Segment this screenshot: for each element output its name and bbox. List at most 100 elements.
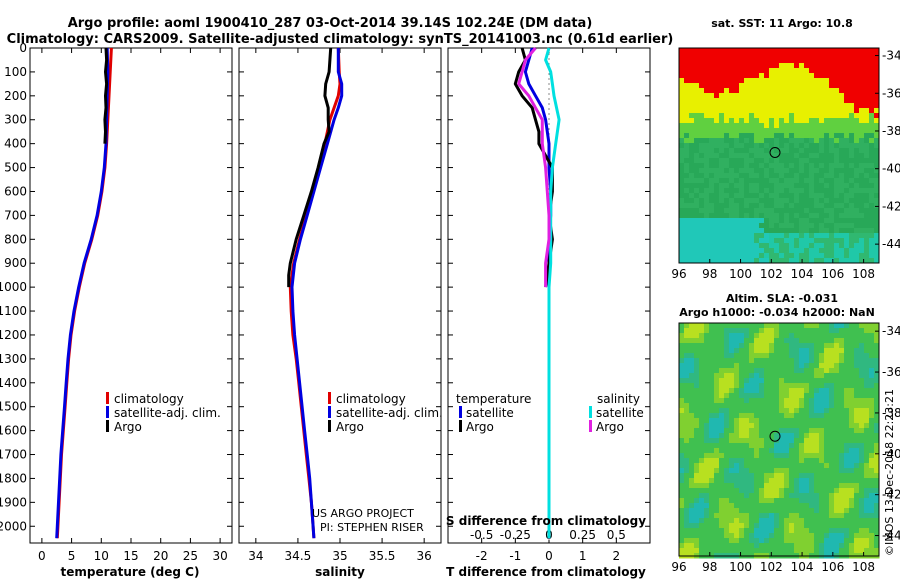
map-cell	[869, 208, 875, 214]
map-cell	[819, 83, 825, 89]
map-cell	[744, 348, 750, 354]
map-cell	[719, 393, 725, 399]
map-cell	[684, 48, 690, 54]
map-cell	[789, 138, 795, 144]
map-cell	[804, 78, 810, 84]
map-cell	[869, 183, 875, 189]
map-cell	[709, 513, 715, 519]
map-cell	[734, 58, 740, 64]
map-y-tick-label: -44	[882, 529, 900, 543]
map-cell	[684, 58, 690, 64]
map-cell	[724, 513, 730, 519]
map-cell	[854, 183, 860, 189]
map-cell	[679, 48, 685, 54]
map-cell	[849, 228, 855, 234]
map-cell	[794, 153, 800, 159]
map-cell	[719, 193, 725, 199]
map-cell	[699, 468, 705, 474]
map-cell	[719, 388, 725, 394]
map-cell	[839, 48, 845, 54]
map-cell	[854, 423, 860, 429]
map-cell	[709, 503, 715, 509]
map-cell	[684, 358, 690, 364]
map-cell	[844, 123, 850, 129]
map-cell	[739, 113, 745, 119]
map-cell	[699, 413, 705, 419]
map-cell	[869, 488, 875, 494]
map-cell	[834, 53, 840, 59]
map-cell	[874, 173, 880, 179]
map-cell	[774, 358, 780, 364]
map-cell	[709, 508, 715, 514]
map-cell	[699, 368, 705, 374]
map-cell	[869, 498, 875, 504]
map-cell	[804, 348, 810, 354]
map-cell	[824, 88, 830, 94]
map-cell	[689, 503, 695, 509]
map-cell	[704, 88, 710, 94]
map-cell	[834, 323, 840, 329]
map-x-tick-label: 96	[671, 560, 686, 574]
map-cell	[704, 208, 710, 214]
map-cell	[704, 243, 710, 249]
map-cell	[724, 253, 730, 259]
map-cell	[839, 73, 845, 79]
map-cell	[754, 63, 760, 69]
map-cell	[739, 73, 745, 79]
map-cell	[814, 498, 820, 504]
map-cell	[784, 153, 790, 159]
map-cell	[869, 348, 875, 354]
map-cell	[679, 93, 685, 99]
map-cell	[859, 373, 865, 379]
map-cell	[774, 73, 780, 79]
map-cell	[729, 343, 735, 349]
map-cell	[784, 238, 790, 244]
map-cell	[824, 73, 830, 79]
map-cell	[679, 428, 685, 434]
map-cell	[874, 423, 880, 429]
map-cell	[724, 448, 730, 454]
map-cell	[724, 113, 730, 119]
map-cell	[789, 498, 795, 504]
map-cell	[699, 128, 705, 134]
map-cell	[839, 328, 845, 334]
map-cell	[794, 118, 800, 124]
map-cell	[819, 203, 825, 209]
map-cell	[729, 478, 735, 484]
map-cell	[744, 428, 750, 434]
map-cell	[789, 123, 795, 129]
legend-swatch-argo	[106, 420, 109, 432]
map-cell	[684, 188, 690, 194]
map-cell	[759, 458, 765, 464]
map-cell	[749, 248, 755, 254]
map-cell	[724, 183, 730, 189]
map-cell	[704, 53, 710, 59]
map-cell	[779, 333, 785, 339]
map-cell	[824, 523, 830, 529]
map-cell	[689, 48, 695, 54]
map-cell	[834, 438, 840, 444]
s-diff-tick-label: 0.5	[607, 528, 626, 542]
map-cell	[854, 243, 860, 249]
map-cell	[734, 348, 740, 354]
map-cell	[749, 448, 755, 454]
map-cell	[804, 323, 810, 329]
map-cell	[719, 188, 725, 194]
map-cell	[804, 493, 810, 499]
map-cell	[844, 438, 850, 444]
map-cell	[809, 343, 815, 349]
map-cell	[694, 48, 700, 54]
map-cell	[774, 373, 780, 379]
map-cell	[759, 433, 765, 439]
map-cell	[744, 163, 750, 169]
map-cell	[829, 478, 835, 484]
map-cell	[764, 253, 770, 259]
map-cell	[794, 518, 800, 524]
map-cell	[804, 233, 810, 239]
map-cell	[824, 463, 830, 469]
map-cell	[799, 153, 805, 159]
map-cell	[729, 163, 735, 169]
map-cell	[839, 483, 845, 489]
legend-label-argo-s: Argo	[336, 420, 364, 434]
map-cell	[739, 228, 745, 234]
